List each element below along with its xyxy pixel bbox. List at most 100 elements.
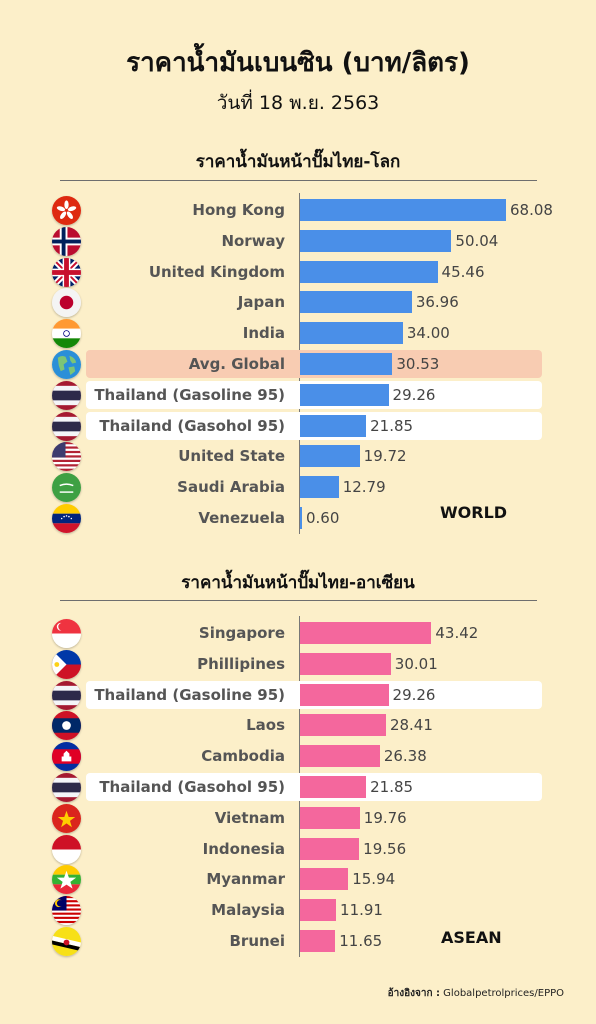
world-value-label: 36.96 — [415, 293, 459, 312]
laos-flag-icon — [52, 711, 81, 741]
india-flag-icon — [52, 319, 81, 349]
asean-row: Vietnam 19.76 — [0, 803, 596, 833]
world-value-label: 68.08 — [510, 201, 553, 219]
asean-category-label: Myanmar — [206, 870, 285, 889]
asean-value-label: 21.85 — [370, 778, 414, 796]
asean-value-label: 15.94 — [352, 870, 396, 889]
world-category-label: United State — [178, 447, 285, 466]
saudi-arabia-flag-icon — [52, 473, 81, 503]
asean-bar — [300, 930, 336, 952]
thailand-flag-icon — [52, 773, 81, 802]
asean-value-label: 11.91 — [340, 901, 383, 920]
asean-category-label: Indonesia — [202, 839, 285, 858]
asean-category-label: Laos — [246, 716, 285, 735]
world-value-label: 34.00 — [406, 324, 450, 343]
world-row: United State 19.72 — [0, 442, 596, 472]
asean-bar — [300, 806, 360, 829]
world-bar — [300, 476, 339, 499]
world-category-label: India — [242, 324, 285, 343]
asean-row: Phillipines 30.01 — [0, 649, 596, 679]
hong-kong-flag-icon — [52, 196, 81, 225]
world-bar — [300, 199, 506, 221]
asean-category-label: Brunei — [229, 932, 285, 950]
world-row: Hong Kong 68.08 — [0, 196, 596, 225]
asean-value-label: 26.38 — [383, 747, 427, 766]
world-row: Venezuela 0.60 — [0, 504, 596, 533]
world-row: Norway 50.04 — [0, 226, 596, 256]
thailand-flag-icon — [52, 411, 81, 441]
asean-divider — [60, 600, 537, 601]
world-bar — [300, 383, 389, 406]
asean-bar — [300, 745, 380, 768]
vietnam-flag-icon — [52, 803, 81, 833]
world-value-label: 45.46 — [441, 262, 485, 281]
world-category-label: Hong Kong — [192, 201, 285, 219]
venezuela-flag-icon — [52, 504, 81, 533]
world-bar — [300, 414, 367, 437]
uk-flag-icon — [52, 257, 81, 287]
asean-row: Myanmar 15.94 — [0, 865, 596, 895]
asean-bar — [300, 776, 367, 798]
source-text: Globalpetrolprices/EPPO — [443, 988, 564, 999]
indonesia-flag-icon — [52, 834, 81, 864]
world-row: Saudi Arabia 12.79 — [0, 473, 596, 503]
world-category-label: Norway — [221, 231, 285, 250]
world-category-label: Saudi Arabia — [177, 478, 285, 497]
asean-row: Indonesia 19.56 — [0, 834, 596, 864]
asean-section-title: ราคาน้ำมันหน้าปั๊มไทย-อาเซียน — [181, 573, 415, 593]
world-row: India 34.00 — [0, 319, 596, 349]
thailand-flag-icon — [52, 680, 81, 710]
asean-row: Singapore 43.42 — [0, 619, 596, 648]
world-bar — [300, 507, 302, 529]
asean-category-label: Thailand (Gasoline 95) — [94, 685, 285, 704]
asean-category-label: Singapore — [198, 624, 285, 642]
asean-bar — [300, 899, 337, 922]
world-category-label: Avg. Global — [188, 355, 285, 373]
norway-flag-icon — [52, 226, 81, 256]
source-note: อ้างอิงจาก : Globalpetrolprices/EPPO — [388, 986, 564, 1001]
world-tag: WORLD — [440, 503, 508, 522]
asean-row: Cambodia 26.38 — [0, 742, 596, 772]
malaysia-flag-icon — [52, 896, 81, 926]
asean-bar — [300, 714, 386, 737]
world-value-label: 50.04 — [455, 231, 499, 250]
world-bar — [300, 445, 360, 468]
page-subtitle: วันที่ 18 พ.ย. 2563 — [216, 92, 380, 114]
world-value-label: 21.85 — [370, 416, 414, 435]
world-row: Avg. Global 30.53 — [0, 350, 596, 379]
world-bar — [300, 229, 452, 252]
world-divider — [60, 180, 537, 181]
asean-value-label: 30.01 — [394, 654, 438, 673]
world-row: Thailand (Gasoline 95) 29.26 — [0, 380, 596, 410]
asean-value-label: 11.65 — [339, 932, 383, 950]
world-row: United Kingdom 45.46 — [0, 257, 596, 287]
world-value-label: 0.60 — [306, 509, 340, 527]
world-row: Thailand (Gasohol 95) 21.85 — [0, 411, 596, 441]
world-category-label: Japan — [237, 293, 285, 312]
asean-bar — [300, 837, 360, 860]
world-value-label: 19.72 — [363, 447, 407, 466]
asean-category-label: Phillipines — [197, 654, 285, 673]
myanmar-flag-icon — [52, 865, 81, 895]
asean-category-label: Cambodia — [201, 747, 285, 766]
world-value-label: 29.26 — [392, 385, 436, 404]
asean-category-label: Thailand (Gasohol 95) — [99, 778, 285, 796]
world-bar — [300, 291, 412, 314]
globe-icon — [52, 350, 81, 379]
asean-value-label: 19.76 — [363, 808, 407, 827]
page-title: ราคาน้ำมันเบนซิน (บาท/ลิตร) — [126, 48, 470, 78]
asean-row: Thailand (Gasohol 95) 21.85 — [0, 773, 596, 802]
asean-row: Brunei 11.65 — [0, 927, 596, 956]
usa-flag-icon — [52, 442, 81, 472]
asean-value-label: 28.41 — [389, 716, 433, 735]
asean-value-label: 43.42 — [435, 624, 479, 642]
asean-tag: ASEAN — [441, 928, 502, 947]
asean-bar — [300, 868, 349, 891]
world-value-label: 12.79 — [342, 478, 386, 497]
asean-value-label: 19.56 — [363, 839, 407, 858]
thailand-flag-icon — [52, 380, 81, 410]
asean-bar — [300, 683, 389, 706]
world-bar — [300, 322, 403, 345]
japan-flag-icon — [52, 288, 81, 318]
asean-bar — [300, 652, 391, 675]
